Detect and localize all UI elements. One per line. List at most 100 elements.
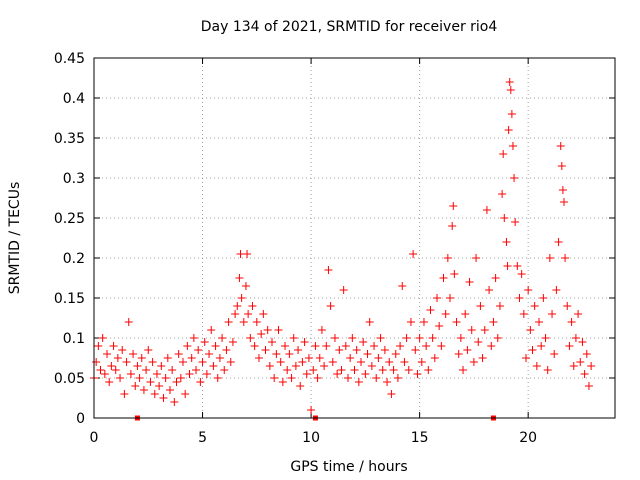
data-point: [274, 326, 283, 334]
data-point: [254, 354, 263, 362]
data-point: [283, 366, 292, 374]
data-point: [289, 334, 298, 342]
data-point: [465, 278, 474, 286]
data-point: [176, 374, 185, 382]
data-point: [320, 362, 329, 370]
data-points: [90, 78, 596, 414]
data-point: [161, 374, 170, 382]
data-point: [461, 310, 470, 318]
data-point: [248, 302, 257, 310]
data-point: [118, 346, 127, 354]
data-point: [510, 174, 519, 182]
data-point: [449, 202, 458, 210]
data-point: [380, 346, 389, 354]
data-point: [179, 358, 188, 366]
data-point: [113, 354, 122, 362]
data-point: [200, 338, 209, 346]
data-point: [556, 142, 565, 150]
data-point: [535, 318, 544, 326]
data-point: [396, 342, 405, 350]
data-point: [309, 366, 318, 374]
data-point: [116, 374, 125, 382]
data-point: [378, 366, 387, 374]
data-point: [574, 310, 583, 318]
data-point: [506, 86, 515, 94]
data-point: [163, 354, 172, 362]
data-point: [426, 306, 435, 314]
data-point: [550, 350, 559, 358]
data-point: [576, 358, 585, 366]
x-tick-label: 10: [302, 430, 320, 446]
data-point: [561, 254, 570, 262]
data-point: [385, 358, 394, 366]
data-point: [337, 366, 346, 374]
data-point: [307, 406, 316, 414]
data-point: [207, 326, 216, 334]
data-point: [365, 318, 374, 326]
data-point: [92, 358, 101, 366]
data-point: [456, 334, 465, 342]
data-point: [552, 286, 561, 294]
data-point: [446, 294, 455, 302]
data-point: [530, 302, 539, 310]
data-point: [432, 294, 441, 302]
data-point: [348, 334, 357, 342]
data-point: [252, 318, 261, 326]
data-point: [376, 334, 385, 342]
data-point: [350, 366, 359, 374]
data-point: [515, 294, 524, 302]
data-point: [548, 310, 557, 318]
data-point: [503, 262, 512, 270]
data-point: [428, 334, 437, 342]
data-point: [504, 126, 513, 134]
data-point: [298, 358, 307, 366]
data-point: [363, 350, 372, 358]
data-point: [387, 390, 396, 398]
x-tick-label: 0: [90, 430, 99, 446]
data-point: [165, 386, 174, 394]
data-point: [474, 338, 483, 346]
data-point: [168, 366, 177, 374]
data-point: [224, 318, 233, 326]
data-point: [291, 362, 300, 370]
data-point: [215, 354, 224, 362]
data-point: [383, 378, 392, 386]
data-point: [478, 354, 487, 362]
data-point: [578, 338, 587, 346]
data-point: [409, 250, 418, 258]
data-point: [233, 302, 242, 310]
data-point: [183, 342, 192, 350]
data-point: [142, 366, 151, 374]
data-point: [281, 342, 290, 350]
data-point: [322, 342, 331, 350]
data-point: [205, 350, 214, 358]
data-point: [567, 318, 576, 326]
data-point: [211, 342, 220, 350]
data-point: [450, 270, 459, 278]
data-point: [472, 254, 481, 262]
data-point: [296, 382, 305, 390]
data-point: [231, 310, 240, 318]
data-point: [537, 342, 546, 350]
data-point: [448, 222, 457, 230]
data-point: [276, 358, 285, 366]
data-point: [430, 354, 439, 362]
ticks: 0 0.05 0.1 0.15 0.2 0.25 0.3 0.35 0.4 0.45 0 5 10 15 2…: [54, 51, 615, 446]
data-point: [372, 374, 381, 382]
data-point: [185, 370, 194, 378]
data-point: [400, 358, 409, 366]
data-point: [452, 318, 461, 326]
data-point: [543, 366, 552, 374]
data-point: [330, 334, 339, 342]
data-point: [152, 370, 161, 378]
data-point: [220, 366, 229, 374]
data-point: [198, 358, 207, 366]
data-point: [302, 370, 311, 378]
data-point: [587, 362, 596, 370]
data-point: [413, 370, 422, 378]
data-point: [287, 374, 296, 382]
data-point: [300, 338, 309, 346]
data-point: [558, 186, 567, 194]
data-point: [443, 254, 452, 262]
